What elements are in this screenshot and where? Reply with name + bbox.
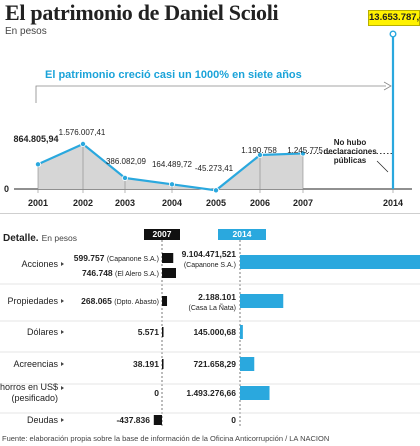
category-label-propiedades: Propiedades: [7, 296, 58, 306]
x-tick-2007: 2007: [293, 198, 313, 208]
bar-2007-propiedades: [162, 296, 168, 306]
caret-icon: [61, 386, 64, 390]
value-2007-note: (El Alero S.A.): [115, 271, 159, 278]
value-label-2014-d-lares: 145.000,68: [193, 327, 236, 337]
year-tab-2014: 2014: [218, 229, 266, 240]
category-label-d-lares: Dólares: [27, 327, 59, 337]
x-tick-2001: 2001: [28, 198, 48, 208]
value-label-2014-propiedades: 2.188.101: [198, 292, 236, 302]
category-sublabel-ahorros-en-us-: (pesificado): [11, 393, 58, 403]
bar-2007-acciones: [162, 268, 176, 278]
x-tick-2002: 2002: [73, 198, 93, 208]
value-label-2005: -45.273,41: [195, 164, 234, 173]
value-label-2006: 1.190.758: [241, 146, 277, 155]
x-tick-2014: 2014: [383, 198, 403, 208]
category-label-acciones: Acciones: [21, 259, 58, 269]
point-2005: [212, 187, 219, 194]
value-label-2007-acciones: 599.757 (Capanone S.A.): [74, 253, 159, 263]
bar-2007-deudas: [153, 415, 162, 425]
value-label-2007-acciones: 746.748 (El Alero S.A.): [82, 268, 159, 278]
caret-icon: [61, 330, 64, 334]
value-label-2007-ahorros-en-us-: 0: [154, 388, 159, 398]
value-label-2014-acreencias: 721.658,29: [193, 359, 236, 369]
value-label-2007-deudas: -437.836: [116, 415, 150, 425]
year-tab-2007: 2007: [144, 229, 180, 240]
bar-2014-acciones: [240, 255, 420, 269]
category-label-ahorros-en-us-: Ahorros en US$: [0, 382, 58, 392]
point-2002: [80, 140, 87, 147]
patrimony-line-chart: 0 864.805,941.576.007,41 386.082,09 164.489…: [4, 30, 412, 208]
value-2007-note: (Dpto. Abasto): [114, 299, 159, 306]
detail-bar-chart: Acciones 599.757 (Capanone S.A.) 9.104.471…: [0, 240, 420, 426]
bar-2014-acreencias: [240, 357, 255, 371]
point-2004: [168, 181, 175, 188]
value-label-2003: 386.082,09: [106, 157, 147, 166]
zero-label: 0: [4, 184, 9, 194]
value-label-2007: 1.245.775: [287, 146, 323, 155]
max-value-badge: 13.653.787,46: [368, 10, 420, 26]
x-tick-2004: 2004: [162, 198, 182, 208]
bar-2007-d-lares: [162, 327, 164, 337]
source-footer: Fuente: elaboración propia sobre la base…: [2, 434, 330, 443]
value-label-2001: 864.805,94: [13, 134, 58, 144]
x-tick-2006: 2006: [250, 198, 270, 208]
value-label-2002: 1.576.007,41: [59, 128, 106, 137]
value-label-2007-propiedades: 268.065 (Dpto. Abasto): [81, 296, 159, 306]
section-divider: [0, 213, 420, 214]
bar-2014-propiedades: [240, 294, 284, 308]
bar-2014-d-lares: [240, 325, 243, 339]
category-label-acreencias: Acreencias: [13, 359, 58, 369]
value-2007-number: 268.065: [81, 296, 114, 306]
note-pointer-line: [376, 160, 389, 173]
value-label-2007-d-lares: 5.571: [138, 327, 160, 337]
page-title: El patrimonio de Daniel Scioli: [5, 0, 279, 25]
value-2007-note: (Capanone S.A.): [107, 256, 159, 263]
bar-2007-acciones: [162, 253, 174, 263]
callout-bracket: [35, 85, 386, 103]
point-2003: [122, 174, 129, 181]
value-label-2007-acreencias: 38.191: [133, 359, 159, 369]
category-label-deudas: Deudas: [27, 415, 59, 425]
value-label-2004: 164.489,72: [152, 160, 193, 169]
point-2001: [35, 161, 42, 168]
growth-callout: El patrimonio creció casi un 1000% en si…: [45, 69, 302, 81]
caret-icon: [61, 362, 64, 366]
value-note-2014-propiedades: (Casa La Ñata): [189, 303, 236, 312]
point-2006: [256, 152, 263, 159]
no-declarations-note: No hubo declaraciones públicas: [323, 138, 377, 165]
callout-arrowhead: [383, 81, 392, 91]
value-note-2014-acciones: (Capanone S.A.): [184, 262, 236, 269]
x-tick-2003: 2003: [115, 198, 135, 208]
detail-subtitle: En pesos: [41, 233, 78, 243]
value-2007-number: 599.757: [74, 253, 107, 263]
detail-title: Detalle. En pesos: [3, 233, 77, 244]
area-fill-2001-2007: [38, 144, 303, 191]
caret-icon: [61, 418, 64, 422]
value-label-2014-ahorros-en-us-: 1.493.276,66: [186, 388, 236, 398]
bar-2007-acreencias: [162, 359, 164, 369]
caret-icon: [61, 299, 64, 303]
point-2014: [389, 30, 397, 38]
value-label-2014-acciones: 9.104.471,521: [182, 249, 237, 259]
value-label-2014-deudas: 0: [231, 415, 236, 425]
bar-2014-ahorros-en-us-: [240, 386, 270, 400]
x-tick-2005: 2005: [206, 198, 226, 208]
page-subtitle: En pesos: [5, 26, 47, 37]
caret-icon: [61, 262, 64, 266]
value-2007-number: 746.748: [82, 268, 115, 278]
point-2007: [299, 150, 306, 157]
detail-title-text: Detalle.: [3, 233, 39, 244]
